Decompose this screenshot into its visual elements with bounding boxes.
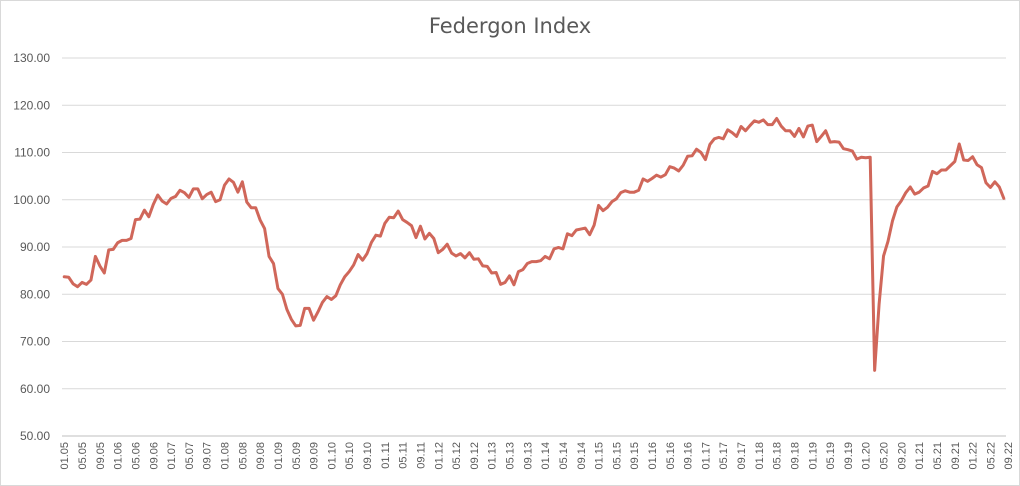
y-tick-label: 60.00	[20, 382, 50, 396]
gridlines	[62, 57, 1006, 437]
x-tick-label: 09.19	[843, 442, 855, 470]
x-tick-label: 09.14	[576, 442, 588, 470]
x-tick-label: 05.08	[237, 442, 249, 470]
x-tick-label: 09.17	[736, 442, 748, 470]
x-tick-label: 01.14	[540, 442, 552, 470]
x-tick-label: 05.20	[879, 442, 891, 470]
x-tick-label: 01.17	[700, 442, 712, 470]
y-tick-label: 130.00	[13, 51, 50, 65]
x-tick-label: 09.06	[148, 442, 160, 470]
x-tick-label: 01.09	[273, 442, 285, 470]
x-tick-label: 01.18	[754, 442, 766, 470]
y-axis-tick-labels: 50.00 60.00 70.00 80.00 90.00 100.00 110.00 120…	[13, 51, 50, 443]
x-tick-label: 05.10	[344, 442, 356, 470]
x-tick-label: 09.10	[362, 442, 374, 470]
x-tick-label: 01.06	[113, 442, 125, 470]
x-tick-label: 01.20	[861, 442, 873, 470]
x-tick-label: 09.05	[95, 442, 107, 470]
chart-title: Federgon Index	[428, 14, 592, 38]
x-tick-label: 09.22	[1003, 442, 1015, 470]
y-tick-label: 50.00	[20, 429, 50, 443]
x-tick-label: 09.15	[629, 442, 641, 470]
x-tick-label: 05.07	[184, 442, 196, 470]
x-tick-label: 05.19	[825, 442, 837, 470]
x-tick-label: 05.12	[451, 442, 463, 470]
x-tick-label: 09.16	[683, 442, 695, 470]
x-tick-label: 01.05	[59, 442, 71, 470]
x-tick-label: 05.22	[985, 442, 997, 470]
y-tick-label: 70.00	[20, 335, 50, 349]
series-group	[62, 116, 1006, 372]
x-tick-label: 05.16	[665, 442, 677, 470]
x-tick-label: 01.11	[380, 442, 392, 469]
x-tick-label: 09.12	[469, 442, 481, 470]
x-tick-label: 01.22	[968, 442, 980, 470]
x-tick-label: 01.13	[487, 442, 499, 470]
x-tick-label: 05.09	[291, 442, 303, 470]
x-tick-label: 09.13	[522, 442, 534, 470]
x-tick-label: 01.19	[807, 442, 819, 470]
series-line	[62, 116, 1006, 372]
x-tick-label: 09.21	[950, 442, 962, 470]
x-tick-label: 09.08	[255, 442, 267, 470]
x-tick-label: 09.09	[309, 442, 321, 470]
x-tick-label: 05.15	[611, 442, 623, 470]
x-tick-label: 09.20	[896, 442, 908, 470]
x-tick-label: 05.06	[130, 442, 142, 470]
x-axis-tick-labels: 01.05 05.05 09.05 01.06 05.06 09.06 01.07 05.07…	[59, 442, 1015, 470]
x-tick-label: 05.11	[398, 442, 410, 469]
x-tick-label: 05.05	[77, 442, 89, 470]
y-tick-label: 120.00	[13, 98, 50, 112]
x-tick-label: 01.21	[914, 442, 926, 470]
x-tick-label: 01.15	[594, 442, 606, 470]
y-tick-label: 80.00	[20, 287, 50, 301]
y-tick-label: 100.00	[13, 193, 50, 207]
x-tick-label: 05.21	[932, 442, 944, 470]
y-tick-label: 110.00	[14, 146, 50, 160]
x-tick-label: 05.14	[558, 442, 570, 470]
x-tick-label: 01.12	[433, 442, 445, 470]
x-tick-label: 01.07	[166, 442, 178, 470]
y-tick-label: 90.00	[20, 240, 50, 254]
x-tick-label: 01.08	[220, 442, 232, 470]
x-tick-label: 09.11	[415, 442, 427, 469]
x-tick-label: 01.16	[647, 442, 659, 470]
x-tick-label: 09.07	[202, 442, 214, 470]
x-tick-label: 05.18	[772, 442, 784, 470]
x-tick-label: 05.13	[505, 442, 517, 470]
x-tick-label: 05.17	[718, 442, 730, 470]
x-tick-label: 09.18	[789, 442, 801, 470]
x-tick-label: 01.10	[326, 442, 338, 470]
